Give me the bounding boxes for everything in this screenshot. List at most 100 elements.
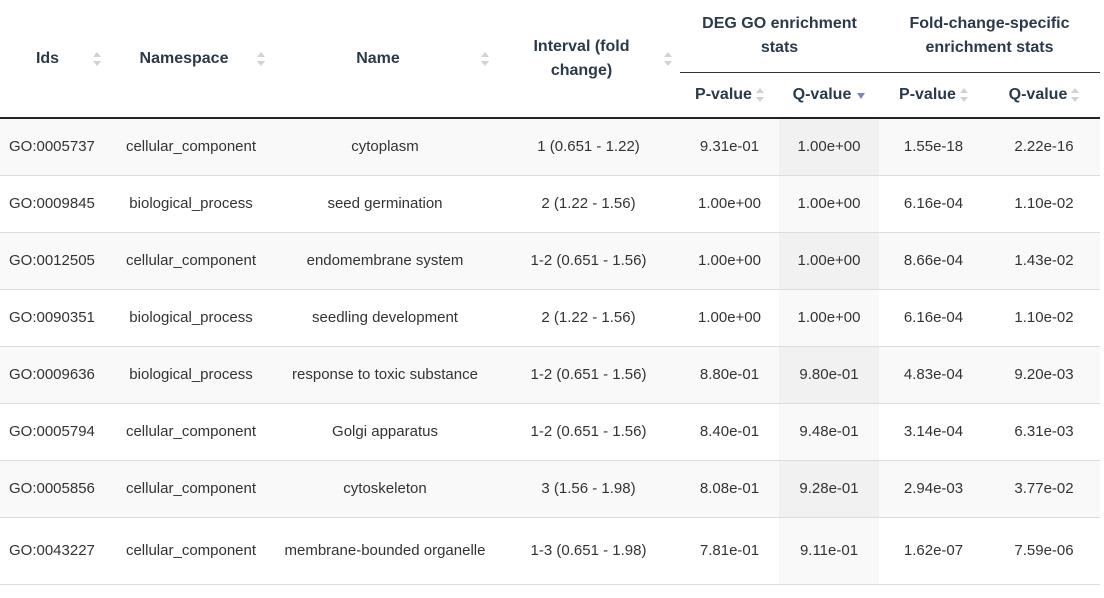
cell-deg-qvalue: 9.80e-01 <box>779 346 879 404</box>
cell-deg-pvalue: 8.40e-01 <box>680 403 779 461</box>
column-header-fc-pvalue[interactable]: P-value <box>879 72 988 119</box>
column-header-deg-qvalue[interactable]: Q-value <box>779 72 879 119</box>
cell-deg-qvalue: 1.00e+00 <box>779 232 879 290</box>
column-header-label: Ids <box>35 49 60 67</box>
cell-id: GO:0090351 <box>0 289 109 347</box>
sort-arrows-icon <box>481 51 489 66</box>
table-row: GO:0009636 biological_process response t… <box>0 346 1100 404</box>
cell-fc-qvalue: 2.22e-16 <box>988 118 1100 176</box>
cell-deg-pvalue: 1.00e+00 <box>680 175 779 233</box>
sort-arrows-icon <box>755 87 764 102</box>
column-header-name[interactable]: Name <box>273 0 497 119</box>
cell-deg-qvalue: 9.28e-01 <box>779 460 879 518</box>
cell-fc-pvalue: 3.14e-04 <box>879 403 988 461</box>
cell-interval: 1-3 (0.651 - 1.98) <box>497 517 680 585</box>
cell-id: GO:0009845 <box>0 175 109 233</box>
table-row: GO:0005737 cellular_component cytoplasm … <box>0 118 1100 176</box>
table-row: GO:0043227 cellular_component membrane-b… <box>0 517 1100 585</box>
cell-namespace: cellular_component <box>109 232 273 290</box>
cell-id: GO:0009636 <box>0 346 109 404</box>
cell-interval: 1 (0.651 - 1.22) <box>497 118 680 176</box>
cell-namespace: biological_process <box>109 346 273 404</box>
sort-arrows-icon <box>1071 87 1080 102</box>
cell-fc-qvalue: 7.59e-06 <box>988 517 1100 585</box>
cell-deg-qvalue: 9.11e-01 <box>779 517 879 585</box>
cell-name: seed germination <box>273 175 497 233</box>
cell-fc-qvalue: 3.77e-02 <box>988 460 1100 518</box>
column-header-ids[interactable]: Ids <box>0 0 109 119</box>
cell-deg-pvalue: 9.31e-01 <box>680 118 779 176</box>
cell-name: endomembrane system <box>273 232 497 290</box>
table-row: GO:0009845 biological_process seed germi… <box>0 175 1100 233</box>
cell-id: GO:0005856 <box>0 460 109 518</box>
column-header-label: P-value <box>695 86 752 103</box>
sort-descending-icon <box>857 92 866 99</box>
cell-namespace: biological_process <box>109 175 273 233</box>
column-header-interval[interactable]: Interval (fold change) <box>497 0 680 119</box>
cell-interval: 2 (1.22 - 1.56) <box>497 289 680 347</box>
cell-deg-pvalue: 8.08e-01 <box>680 460 779 518</box>
column-header-label: Namespace <box>139 49 229 67</box>
column-header-fc-qvalue[interactable]: Q-value <box>988 72 1100 119</box>
group-header-label: Fold-change-specific enrichment stats <box>909 15 1070 56</box>
cell-interval: 2 (1.22 - 1.56) <box>497 175 680 233</box>
cell-namespace: cellular_component <box>109 403 273 461</box>
cell-fc-pvalue: 1.62e-07 <box>879 517 988 585</box>
column-header-namespace[interactable]: Namespace <box>109 0 273 119</box>
table-body: GO:0005737 cellular_component cytoplasm … <box>0 118 1100 585</box>
group-header-deg-go-enrichment: DEG GO enrichment stats <box>680 0 879 73</box>
group-header-label: DEG GO enrichment stats <box>702 15 857 56</box>
cell-fc-qvalue: 6.31e-03 <box>988 403 1100 461</box>
column-header-label: Name <box>356 49 400 67</box>
go-enrichment-table: Ids Namespace Name Interval (fold change… <box>0 0 1100 585</box>
cell-name: Golgi apparatus <box>273 403 497 461</box>
table-header: Ids Namespace Name Interval (fold change… <box>0 0 1100 119</box>
cell-id: GO:0005794 <box>0 403 109 461</box>
cell-fc-pvalue: 6.16e-04 <box>879 175 988 233</box>
cell-namespace: cellular_component <box>109 118 273 176</box>
cell-namespace: biological_process <box>109 289 273 347</box>
cell-fc-pvalue: 6.16e-04 <box>879 289 988 347</box>
column-header-deg-pvalue[interactable]: P-value <box>680 72 779 119</box>
cell-fc-pvalue: 4.83e-04 <box>879 346 988 404</box>
cell-interval: 1-2 (0.651 - 1.56) <box>497 346 680 404</box>
cell-fc-pvalue: 1.55e-18 <box>879 118 988 176</box>
table-row: GO:0005794 cellular_component Golgi appa… <box>0 403 1100 461</box>
cell-id: GO:0005737 <box>0 118 109 176</box>
cell-namespace: cellular_component <box>109 517 273 585</box>
cell-name: membrane-bounded organelle <box>273 517 497 585</box>
cell-deg-pvalue: 7.81e-01 <box>680 517 779 585</box>
cell-fc-qvalue: 1.10e-02 <box>988 289 1100 347</box>
column-header-label: Interval (fold change) <box>533 37 630 79</box>
cell-deg-pvalue: 8.80e-01 <box>680 346 779 404</box>
table-row: GO:0012505 cellular_component endomembra… <box>0 232 1100 290</box>
cell-name: cytoskeleton <box>273 460 497 518</box>
cell-id: GO:0043227 <box>0 517 109 585</box>
cell-interval: 1-2 (0.651 - 1.56) <box>497 232 680 290</box>
cell-name: seedling development <box>273 289 497 347</box>
cell-deg-qvalue: 1.00e+00 <box>779 118 879 176</box>
group-header-fold-change-enrichment: Fold-change-specific enrichment stats <box>879 0 1100 73</box>
cell-namespace: cellular_component <box>109 460 273 518</box>
cell-deg-qvalue: 9.48e-01 <box>779 403 879 461</box>
table-row: GO:0090351 biological_process seedling d… <box>0 289 1100 347</box>
cell-interval: 3 (1.56 - 1.98) <box>497 460 680 518</box>
cell-interval: 1-2 (0.651 - 1.56) <box>497 403 680 461</box>
cell-deg-pvalue: 1.00e+00 <box>680 232 779 290</box>
cell-deg-pvalue: 1.00e+00 <box>680 289 779 347</box>
column-header-label: Q-value <box>1008 86 1068 103</box>
cell-name: response to toxic substance <box>273 346 497 404</box>
sort-arrows-icon <box>664 51 672 66</box>
cell-id: GO:0012505 <box>0 232 109 290</box>
cell-name: cytoplasm <box>273 118 497 176</box>
table-row: GO:0005856 cellular_component cytoskelet… <box>0 460 1100 518</box>
sort-arrows-icon <box>959 87 968 102</box>
cell-fc-pvalue: 8.66e-04 <box>879 232 988 290</box>
sort-arrows-icon <box>93 51 101 66</box>
cell-fc-qvalue: 9.20e-03 <box>988 346 1100 404</box>
column-header-label: P-value <box>899 86 956 103</box>
cell-deg-qvalue: 1.00e+00 <box>779 289 879 347</box>
sort-arrows-icon <box>257 51 265 66</box>
column-header-label: Q-value <box>792 86 852 103</box>
cell-fc-qvalue: 1.10e-02 <box>988 175 1100 233</box>
